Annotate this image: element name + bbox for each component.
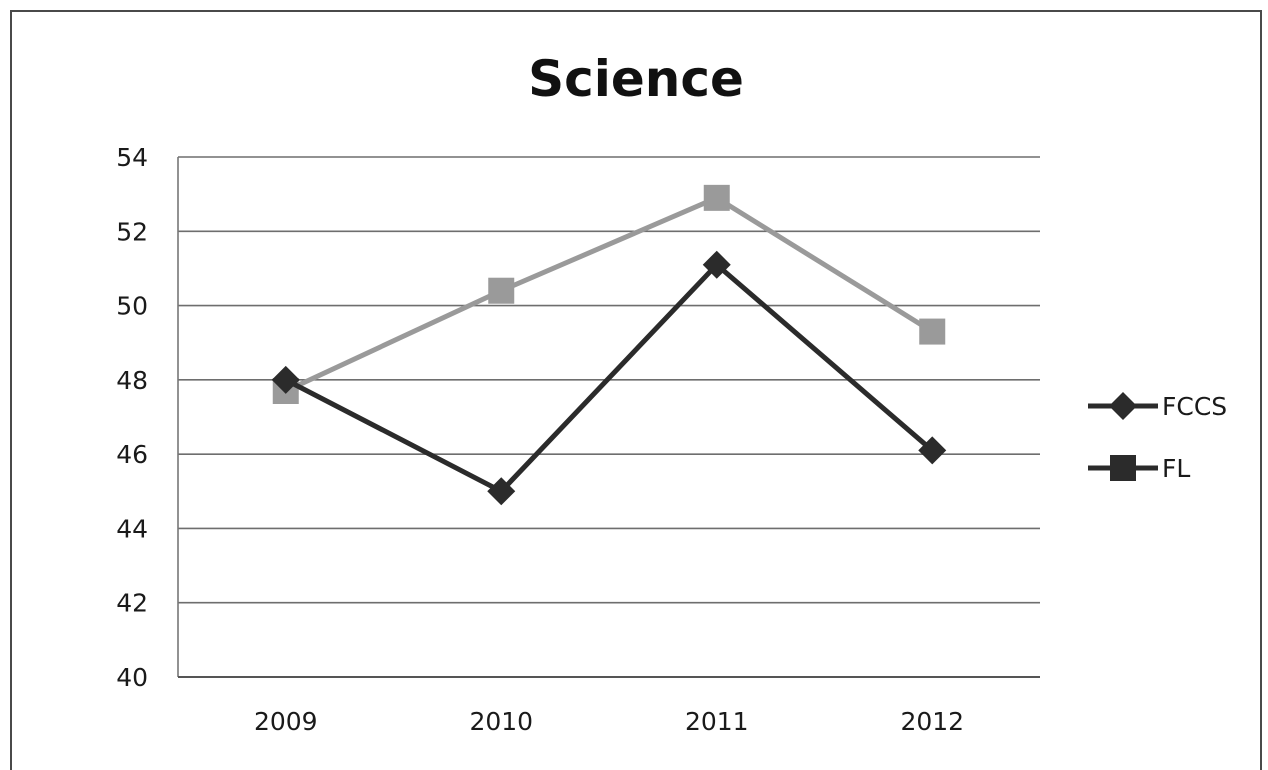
data-point-fl (703, 184, 730, 211)
series-fl (272, 184, 946, 404)
y-tick-label: 40 (116, 663, 148, 692)
x-axis-tick-labels: 2009 2010 2011 2012 (254, 707, 964, 736)
y-tick-label: 50 (116, 292, 148, 321)
axes (177, 157, 1040, 678)
series-layer (271, 184, 947, 506)
data-point-fccs (271, 365, 300, 394)
series-line-fl (284, 195, 934, 394)
y-tick-label: 52 (116, 217, 148, 246)
data-point-fccs (487, 477, 516, 506)
x-tick-label: 2009 (254, 707, 318, 736)
x-tick-label: 2012 (900, 707, 964, 736)
gridlines (178, 156, 1040, 604)
chart-title: Science (528, 50, 744, 108)
y-axis-tick-labels: 40 42 44 46 48 50 52 54 (116, 143, 148, 692)
y-tick-label: 42 (116, 589, 148, 618)
legend-label: FCCS (1162, 392, 1227, 421)
legend: FCCS FL (1088, 392, 1227, 483)
x-tick-label: 2010 (469, 707, 533, 736)
y-tick-label: 44 (116, 514, 148, 543)
legend-item-fccs: FCCS (1088, 392, 1227, 421)
series-line-fccs (284, 262, 934, 494)
series-fccs (271, 250, 947, 506)
data-point-fl (919, 318, 946, 345)
legend-marker (1110, 455, 1136, 481)
legend-label: FL (1162, 454, 1190, 483)
data-point-fl (488, 277, 515, 304)
legend-marker (1109, 392, 1137, 420)
data-point-fccs (918, 436, 947, 465)
x-tick-label: 2011 (685, 707, 749, 736)
y-tick-label: 48 (116, 366, 148, 395)
y-tick-label: 54 (116, 143, 148, 172)
y-tick-label: 46 (116, 440, 148, 469)
chart-frame (10, 10, 1262, 770)
data-point-fccs (702, 250, 731, 279)
legend-item-fl: FL (1088, 454, 1190, 483)
